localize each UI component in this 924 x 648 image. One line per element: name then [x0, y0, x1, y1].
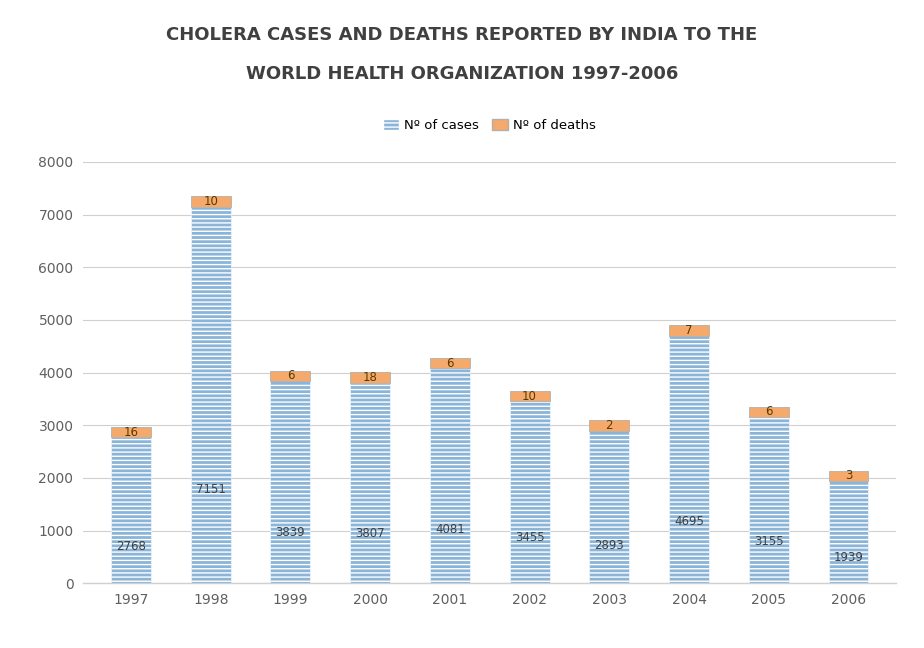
Text: CHOLERA CASES AND DEATHS REPORTED BY INDIA TO THE: CHOLERA CASES AND DEATHS REPORTED BY IND… [166, 26, 758, 44]
Bar [190, 207, 231, 583]
Text: 3: 3 [845, 469, 852, 482]
Text: 6: 6 [446, 356, 454, 369]
Text: 3807: 3807 [356, 527, 385, 540]
Bar [669, 336, 709, 583]
Bar [271, 381, 310, 583]
Text: 4081: 4081 [435, 523, 465, 536]
Text: 6: 6 [286, 369, 294, 382]
Text: 3839: 3839 [275, 526, 305, 539]
Text: 2: 2 [605, 419, 613, 432]
Bar [111, 427, 151, 437]
Bar [430, 368, 469, 583]
Bar [590, 421, 629, 431]
Bar [111, 437, 151, 583]
Text: 3155: 3155 [754, 535, 784, 548]
Bar [748, 406, 789, 417]
Bar [350, 383, 390, 583]
Text: 2893: 2893 [594, 538, 625, 551]
Legend: Nº of cases, Nº of deaths: Nº of cases, Nº of deaths [378, 114, 602, 137]
Bar [271, 371, 310, 381]
Text: WORLD HEALTH ORGANIZATION 1997-2006: WORLD HEALTH ORGANIZATION 1997-2006 [246, 65, 678, 83]
Bar [590, 431, 629, 583]
Text: 10: 10 [522, 389, 537, 402]
Bar [190, 196, 231, 207]
Text: 4695: 4695 [675, 515, 704, 528]
Text: 6: 6 [765, 406, 772, 419]
Text: 10: 10 [203, 195, 218, 208]
Text: 7151: 7151 [196, 483, 225, 496]
Bar [350, 372, 390, 383]
Text: 18: 18 [363, 371, 378, 384]
Text: 7: 7 [686, 324, 693, 337]
Text: 2768: 2768 [116, 540, 146, 553]
Bar [510, 391, 550, 401]
Text: 3455: 3455 [515, 531, 544, 544]
Bar [748, 417, 789, 583]
Bar [829, 481, 869, 583]
Bar [829, 470, 869, 481]
Text: 1939: 1939 [833, 551, 863, 564]
Bar [510, 401, 550, 583]
Bar [430, 358, 469, 368]
Text: 16: 16 [124, 426, 139, 439]
Bar [669, 325, 709, 336]
